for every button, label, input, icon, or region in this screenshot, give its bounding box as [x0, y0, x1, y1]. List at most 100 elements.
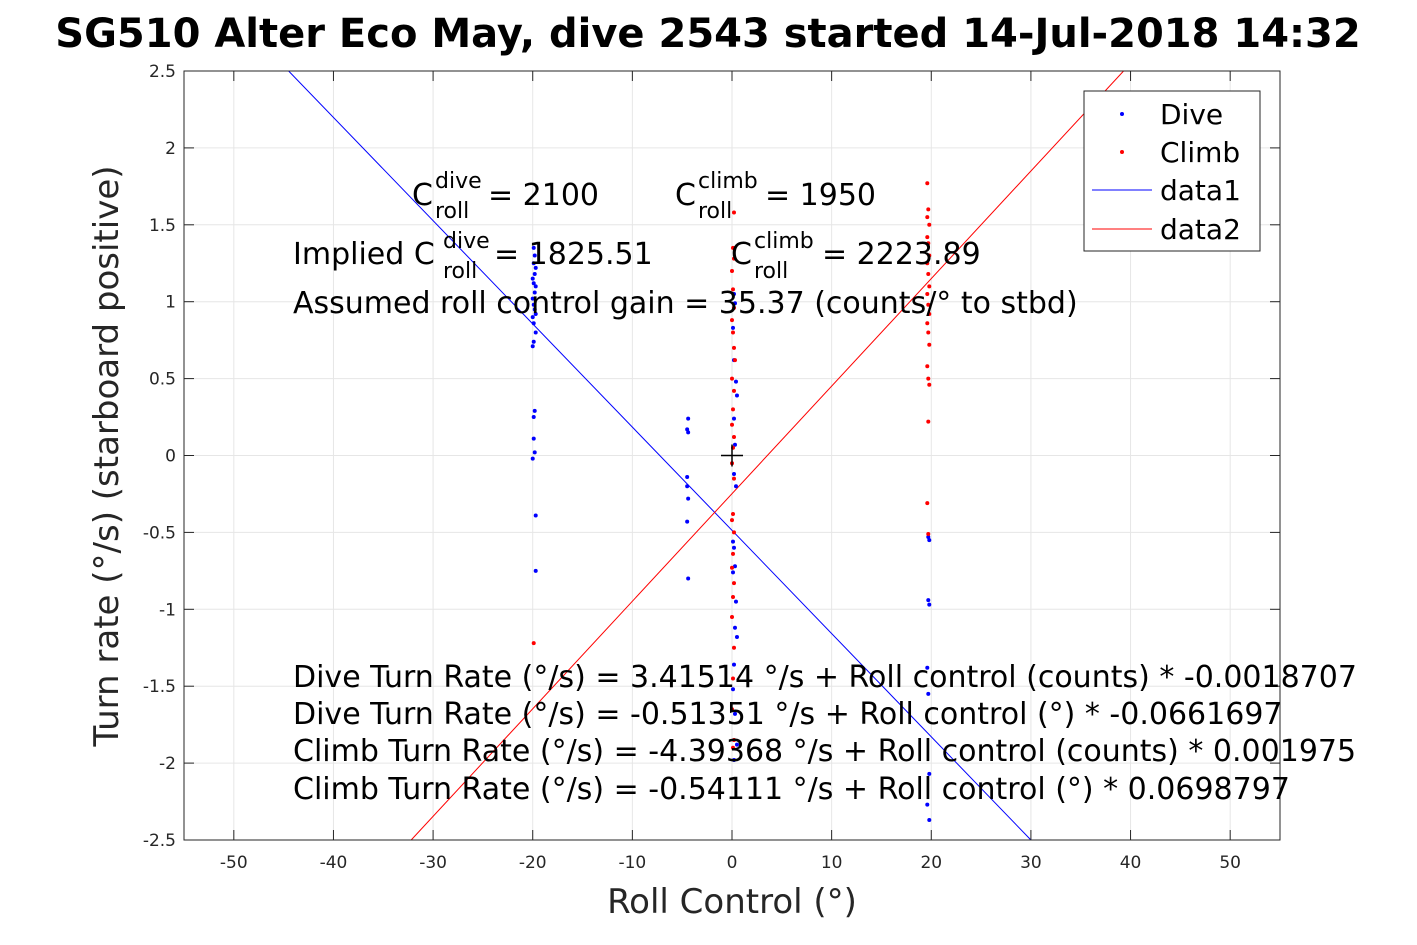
cdive-sup: dive: [435, 169, 482, 194]
climb-point: [730, 614, 734, 619]
climb-point: [730, 511, 735, 516]
y-tick-label: 2: [165, 139, 176, 159]
dive-point: [532, 253, 537, 258]
dive-point: [531, 436, 536, 441]
implied-prefix: Implied C: [293, 237, 435, 272]
dive-point: [531, 261, 536, 266]
climb-point: [732, 358, 737, 363]
climb-point: [731, 345, 736, 350]
dive-point: [731, 758, 736, 763]
climb-point: [925, 501, 930, 506]
dive-point: [730, 687, 735, 692]
cdive-value: = 2100: [488, 178, 599, 213]
dive-point: [731, 662, 736, 667]
dive-point: [730, 570, 735, 575]
climb-point: [730, 594, 735, 599]
climb-point: [730, 565, 734, 570]
x-tick-label: 0: [727, 853, 738, 873]
dive-point: [533, 265, 538, 270]
climb-point: [925, 261, 930, 266]
climb-point: [926, 241, 931, 246]
dive-point: [734, 742, 739, 747]
legend-data1-label: data1: [1160, 174, 1241, 207]
y-tick-label: -0.5: [143, 523, 176, 543]
legend-climb-marker: [1120, 150, 1124, 154]
climb-point: [730, 707, 734, 712]
climb-point: [926, 419, 931, 424]
climb-point: [731, 256, 736, 261]
x-tick-label: 40: [1120, 853, 1142, 873]
x-axis-label: Roll Control (°): [607, 882, 857, 922]
climb-point: [730, 330, 735, 335]
fit-lines: [288, 71, 1124, 840]
climb-point: [731, 435, 736, 440]
dive-point: [730, 325, 735, 330]
legend-climb-label: Climb: [1160, 136, 1240, 169]
legend-dive-marker: [1120, 112, 1124, 116]
dive-point: [732, 711, 737, 716]
climb-point: [730, 245, 735, 250]
climb-point: [730, 376, 734, 381]
climb-point: [927, 312, 932, 317]
dive-point: [732, 625, 737, 630]
climb-point: [925, 292, 930, 297]
climb-point: [927, 342, 932, 347]
annotation-implied: Implied C dive roll = 1825.51 C climb ro…: [293, 229, 981, 284]
climb-point: [730, 745, 735, 750]
climb-point: [926, 330, 931, 335]
y-tick-label: 1.5: [149, 216, 176, 236]
fit-line-data1: [288, 71, 1032, 840]
climb-point: [926, 272, 931, 277]
climb-point: [731, 388, 736, 393]
y-axis-label: Turn rate (°/s) (starboard positive): [87, 165, 127, 747]
equation-2: Dive Turn Rate (°/s) = -0.51351 °/s + Ro…: [293, 697, 1283, 732]
climb-point: [731, 305, 736, 310]
cclimb-value: = 1950: [765, 178, 876, 213]
implied-climb-value: = 2223.89: [822, 237, 981, 272]
x-tick-label: 20: [920, 853, 942, 873]
climb-point: [925, 321, 930, 326]
x-tick-label: -20: [519, 853, 547, 873]
dive-point: [733, 599, 738, 604]
dive-point: [532, 290, 537, 295]
dive-point: [531, 302, 536, 307]
climb-point: [925, 181, 930, 186]
origin-marker: [721, 444, 743, 467]
dive-point: [531, 415, 536, 420]
dive-point: [530, 296, 535, 301]
implied-dive-sup: dive: [443, 229, 490, 254]
y-tick-label: -1.5: [143, 677, 176, 697]
dive-point: [732, 301, 737, 306]
dive-point: [532, 307, 537, 312]
x-tick-label: 30: [1020, 853, 1042, 873]
dive-point: [733, 484, 738, 489]
y-tick-label: -1: [159, 600, 176, 620]
dive-point: [685, 484, 690, 489]
implied-climb-sup: climb: [754, 229, 814, 254]
climb-point: [925, 215, 930, 220]
y-tick-label: 1: [165, 293, 176, 313]
cclimb-sup: climb: [698, 169, 758, 194]
equation-3: Climb Turn Rate (°/s) = -4.39368 °/s + R…: [293, 734, 1356, 769]
climb-point: [730, 551, 735, 556]
y-tick-label: -2.5: [143, 831, 176, 851]
x-axis-ticks: -50 -40 -30 -20 -10 0 10 20 30 40 50: [220, 71, 1241, 873]
climb-point: [927, 222, 932, 227]
dive-point: [531, 281, 536, 286]
cclimb-sub: roll: [698, 199, 732, 224]
dive-point: [686, 576, 691, 581]
legend-dive-label: Dive: [1160, 98, 1223, 131]
y-tick-label: 0.5: [149, 370, 176, 390]
climb-point: [730, 422, 734, 427]
dive-point: [731, 471, 736, 476]
climb-point: [925, 364, 930, 369]
dive-point: [926, 691, 931, 696]
x-tick-label: 50: [1219, 853, 1241, 873]
dive-point: [533, 568, 538, 573]
cclimb-base: C: [675, 178, 696, 213]
fit-line-data2: [410, 71, 1124, 840]
climb-point: [925, 235, 930, 240]
dive-point: [530, 276, 535, 281]
dive-point: [530, 315, 535, 320]
